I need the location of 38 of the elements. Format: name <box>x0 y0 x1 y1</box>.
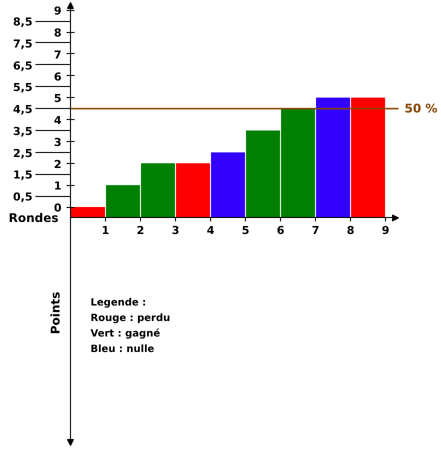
x-tick-label: 2 <box>136 224 144 237</box>
annotation: Rouge : perdu <box>90 312 170 324</box>
x-tick-label: 1 <box>102 224 110 237</box>
y-tick-label: 6 <box>54 70 62 84</box>
x-tick-label: 3 <box>172 224 180 237</box>
x-tick-label: 5 <box>242 224 250 237</box>
y-tick-label: 9 <box>54 4 62 18</box>
bar <box>176 163 210 218</box>
x-tick-label: 9 <box>382 224 390 237</box>
y2-tick-label: 4,5 <box>13 103 33 116</box>
annotation: 50 % <box>404 102 438 116</box>
x-tick-label: 4 <box>206 224 215 237</box>
x-tick-label: 7 <box>312 224 320 237</box>
y-tick-label: 2 <box>54 158 62 171</box>
y-tick-label: 4 <box>54 114 62 128</box>
annotation: Vert : gagné <box>90 328 160 340</box>
y2-tick-label: 7,5 <box>13 37 33 50</box>
bar <box>351 98 386 218</box>
y2-tick-label: 6,5 <box>13 59 33 72</box>
y2-tick-label: 5,5 <box>13 81 33 94</box>
bar <box>211 152 246 218</box>
y-tick-label: 8 <box>54 26 62 40</box>
y-tick-label: 5 <box>54 92 62 106</box>
y-tick-label: 7 <box>54 48 62 62</box>
y2-tick-label: 1,5 <box>13 168 33 182</box>
x-tick-label: 8 <box>346 224 354 237</box>
x-tick-label: 6 <box>276 224 285 237</box>
bar <box>316 98 350 218</box>
bar <box>71 207 106 218</box>
y-tick-label: 3 <box>54 136 62 149</box>
y2-tick-label: 3,5 <box>13 124 33 138</box>
y2-tick-label: 0,5 <box>13 190 33 204</box>
annotation: Legende : <box>90 297 146 308</box>
annotation: Bleu : nulle <box>90 344 155 355</box>
y2-tick-label: 2,5 <box>13 146 33 160</box>
y-axis-title: Points <box>48 292 62 334</box>
y-tick-label: 1 <box>54 180 62 193</box>
y2-tick-label: 8,5 <box>13 16 33 29</box>
